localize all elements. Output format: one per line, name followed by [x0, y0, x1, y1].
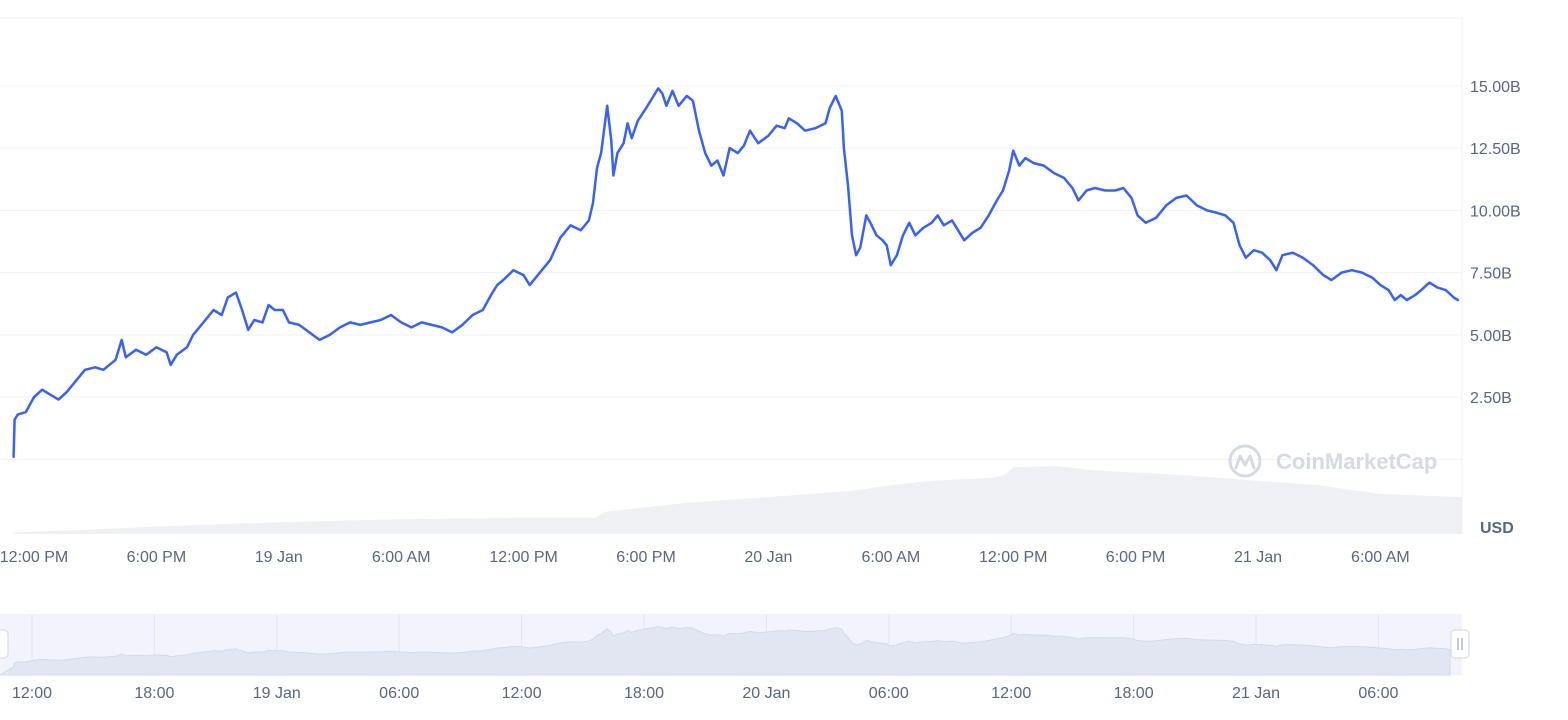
coinmarketcap-logo-icon	[1228, 444, 1262, 478]
navigator-area-path	[0, 626, 1451, 676]
navigator-right-handle[interactable]	[1450, 629, 1470, 659]
x-tick-label: 6:00 AM	[1351, 549, 1410, 566]
navigator-x-tick-label: 06:00	[379, 685, 419, 702]
navigator-x-tick-label: 12:00	[12, 685, 52, 702]
y-axis: 2.50B 5.00B 7.50B 10.00B 12.50B 15.00B	[1470, 79, 1521, 407]
price-line-path	[12, 87, 1460, 459]
x-tick-label: 19 Jan	[255, 549, 303, 566]
currency-unit-label: USD	[1480, 520, 1514, 537]
navigator-x-tick-label: 18:00	[134, 685, 174, 702]
volume-area	[13, 465, 1463, 534]
x-tick-label: 6:00 AM	[861, 549, 920, 566]
navigator-x-axis: 12:00 18:00 19 Jan 06:00 12:00 18:00 20 Jan 06:…	[12, 685, 1399, 702]
navigator-x-tick-label: 18:00	[1114, 685, 1154, 702]
y-tick-label: 5.00B	[1470, 328, 1512, 345]
navigator-mini-series	[0, 626, 1451, 676]
watermark-text: CoinMarketCap	[1276, 449, 1437, 474]
x-tick-label: 6:00 PM	[1106, 549, 1166, 566]
y-tick-label: 12.50B	[1470, 141, 1521, 158]
y-tick-label: 15.00B	[1470, 79, 1521, 96]
x-tick-label: 12:00 PM	[0, 549, 68, 566]
y-tick-label: 2.50B	[1470, 390, 1512, 407]
y-tick-label: 7.50B	[1470, 266, 1512, 283]
navigator-x-tick-label: 06:00	[1358, 685, 1398, 702]
price-line-series	[12, 87, 1460, 459]
navigator-x-tick-label: 19 Jan	[253, 685, 301, 702]
x-tick-label: 12:00 PM	[489, 549, 557, 566]
navigator-x-tick-label: 20 Jan	[742, 685, 790, 702]
x-axis: 12:00 PM 6:00 PM 19 Jan 6:00 AM 12:00 PM 6:00…	[0, 549, 1410, 566]
x-tick-label: 6:00 PM	[616, 549, 676, 566]
navigator-x-tick-label: 06:00	[869, 685, 909, 702]
chart-grid	[0, 17, 1463, 534]
navigator-x-tick-label: 12:00	[991, 685, 1031, 702]
navigator-x-tick-label: 12:00	[502, 685, 542, 702]
x-tick-label: 20 Jan	[744, 549, 792, 566]
navigator-x-tick-label: 21 Jan	[1232, 685, 1280, 702]
x-tick-label: 6:00 PM	[127, 549, 187, 566]
x-tick-label: 21 Jan	[1234, 549, 1282, 566]
y-tick-label: 10.00B	[1470, 203, 1521, 220]
range-navigator[interactable]	[0, 614, 1470, 676]
x-tick-label: 12:00 PM	[979, 549, 1047, 566]
navigator-x-tick-label: 18:00	[624, 685, 664, 702]
volume-area-path	[13, 465, 1463, 534]
coinmarketcap-watermark: CoinMarketCap	[1228, 444, 1437, 478]
x-tick-label: 6:00 AM	[372, 549, 431, 566]
navigator-left-handle[interactable]	[0, 629, 9, 659]
